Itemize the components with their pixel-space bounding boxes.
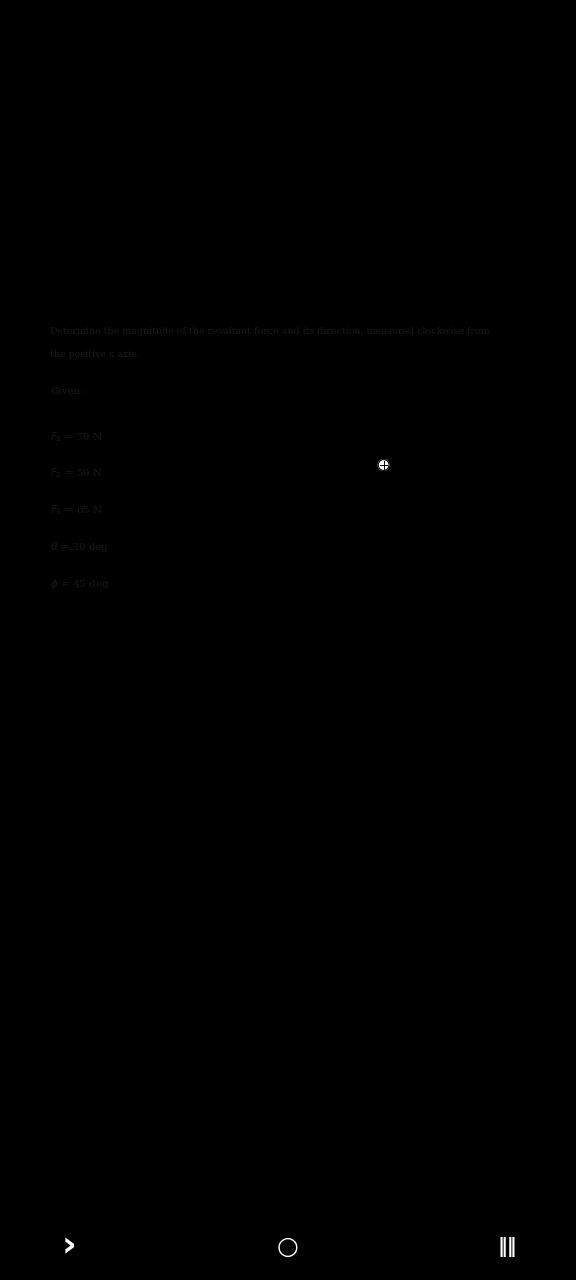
Text: the positive x axis.: the positive x axis. bbox=[51, 351, 139, 360]
Text: $F_2$ = 50 N: $F_2$ = 50 N bbox=[51, 467, 104, 480]
Text: y: y bbox=[386, 372, 392, 383]
Text: Determine the magnitude of the resultant force and its direction, measured clock: Determine the magnitude of the resultant… bbox=[51, 326, 490, 335]
Text: $F_2$: $F_2$ bbox=[318, 417, 329, 431]
Text: $\theta$ = 30 deg: $\theta$ = 30 deg bbox=[51, 540, 109, 554]
Circle shape bbox=[378, 460, 389, 471]
Text: $\phi$ = 45 deg: $\phi$ = 45 deg bbox=[51, 576, 110, 590]
Text: Given:: Given: bbox=[51, 387, 84, 396]
Text: x: x bbox=[482, 460, 487, 470]
Text: $F_3$ = 65 N: $F_3$ = 65 N bbox=[51, 503, 104, 517]
Text: ‖‖: ‖‖ bbox=[497, 1236, 517, 1257]
Text: $\phi$: $\phi$ bbox=[372, 481, 380, 495]
Text: $F_1$: $F_1$ bbox=[461, 476, 472, 490]
Text: $F_1$ = 70 N: $F_1$ = 70 N bbox=[51, 430, 104, 444]
Text: $\theta$: $\theta$ bbox=[368, 443, 376, 456]
Text: $F_3$: $F_3$ bbox=[326, 524, 337, 538]
Text: ○: ○ bbox=[277, 1235, 299, 1258]
Text: ›: › bbox=[62, 1230, 77, 1263]
